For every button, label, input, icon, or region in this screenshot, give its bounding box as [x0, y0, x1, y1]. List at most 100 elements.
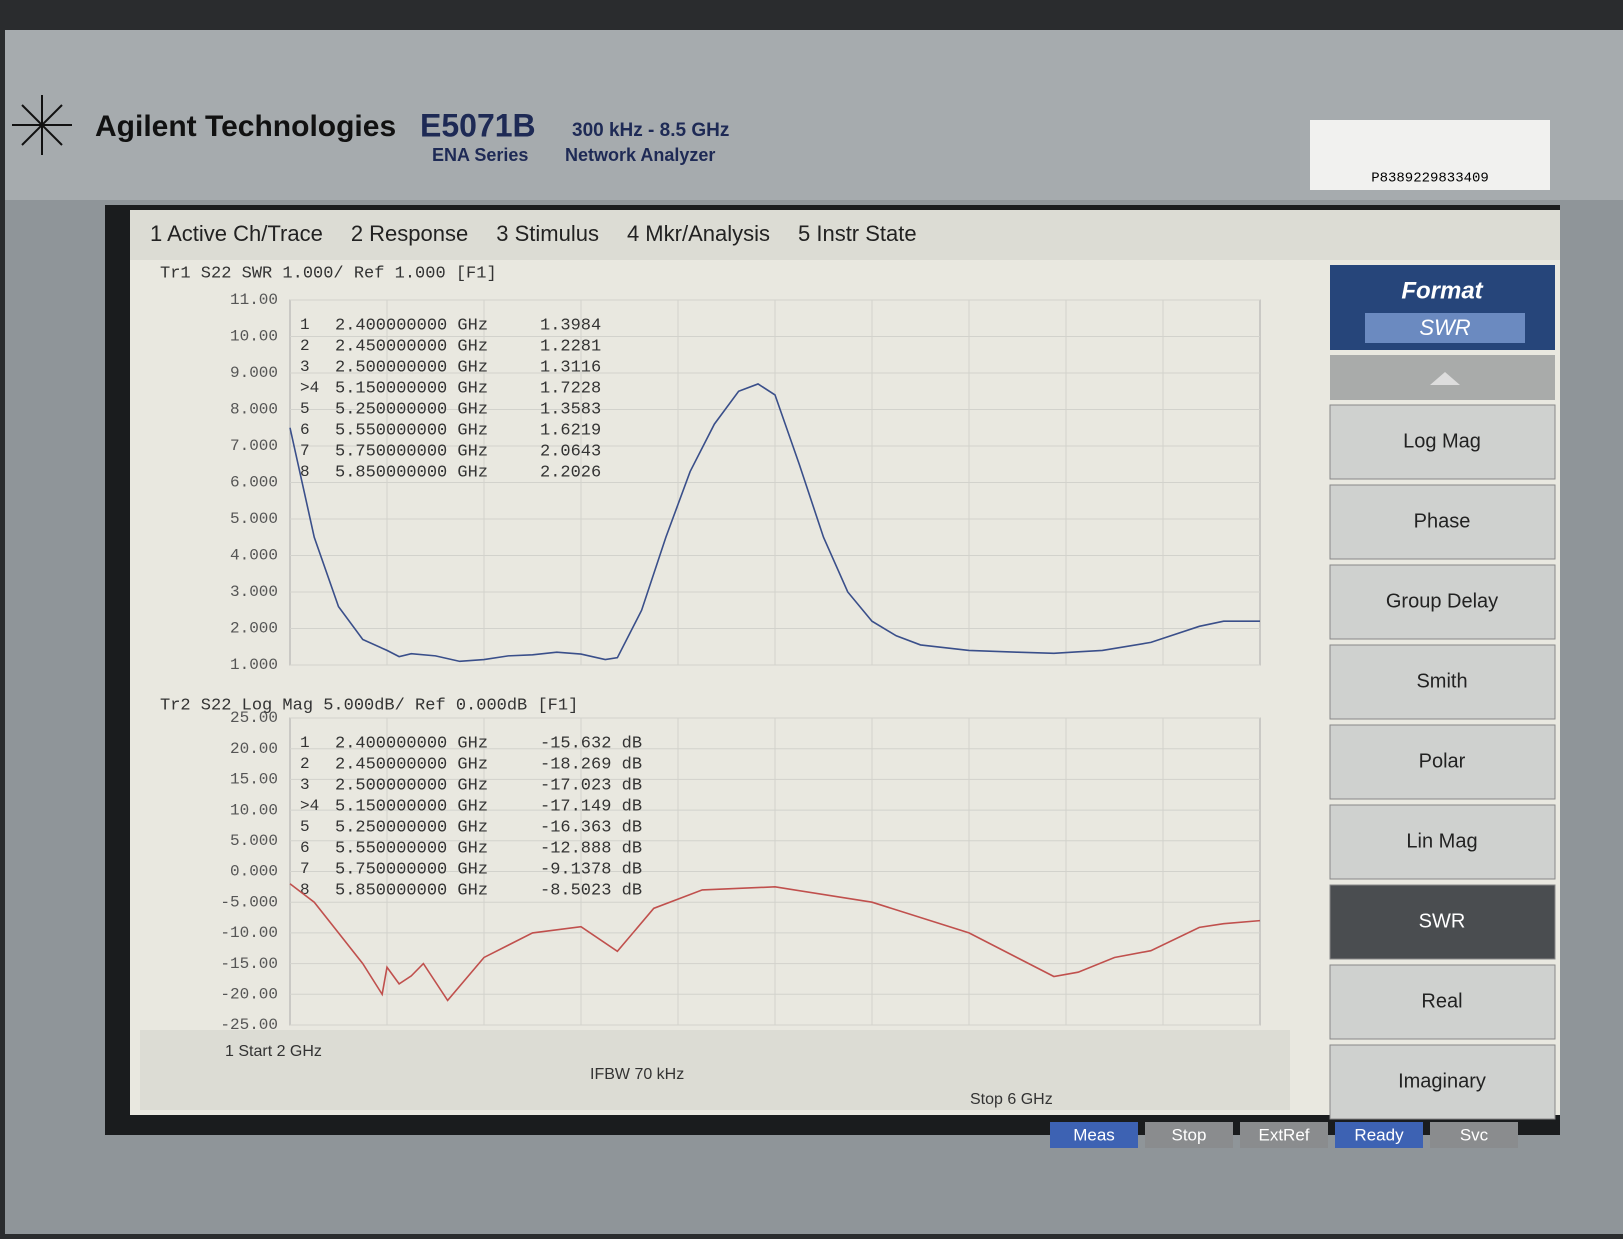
marker-freq: 5.250000000 GHz: [335, 400, 488, 419]
product: Network Analyzer: [565, 145, 715, 165]
y-tick-label: 6.000: [230, 474, 278, 492]
marker-freq: 2.450000000 GHz: [335, 755, 488, 774]
marker-id: 1: [300, 734, 310, 752]
marker-value: 1.2281: [540, 337, 601, 356]
marker-freq: 2.400000000 GHz: [335, 734, 488, 753]
marker-id: 3: [300, 776, 310, 794]
marker-id: 3: [300, 358, 310, 376]
marker-id: 8: [300, 881, 310, 899]
softkey-label: Lin Mag: [1406, 830, 1477, 852]
y-tick-label: 10.00: [230, 328, 278, 346]
marker-value: -16.363 dB: [540, 818, 642, 837]
marker-id: 7: [300, 860, 310, 878]
y-tick-label: -10.00: [220, 924, 278, 942]
marker-value: -17.023 dB: [540, 776, 642, 795]
softkey-label: Group Delay: [1386, 590, 1498, 612]
marker-freq: 2.450000000 GHz: [335, 337, 488, 356]
softkey-label: Smith: [1416, 670, 1467, 692]
marker-id: 5: [300, 818, 310, 836]
marker-id: 2: [300, 755, 310, 773]
softkey-label: Real: [1421, 990, 1462, 1012]
y-tick-label: 5.000: [230, 510, 278, 528]
marker-freq: 5.150000000 GHz: [335, 379, 488, 398]
y-tick-label: 8.000: [230, 401, 278, 419]
y-tick-label: 4.000: [230, 547, 278, 565]
marker-value: -17.149 dB: [540, 797, 642, 816]
softkey-label: Log Mag: [1403, 430, 1481, 452]
marker-id: 1: [300, 316, 310, 334]
marker-value: -9.1378 dB: [540, 860, 642, 879]
model: E5071B: [420, 107, 536, 143]
marker-value: 1.3583: [540, 400, 601, 419]
marker-value: -8.5023 dB: [540, 881, 642, 900]
analyzer: Agilent Technologies E5071B 300 kHz - 8.…: [0, 0, 1623, 1234]
marker-id: 5: [300, 400, 310, 418]
marker-freq: 2.500000000 GHz: [335, 358, 488, 377]
marker-id: >4: [300, 379, 319, 397]
marker-freq: 5.550000000 GHz: [335, 839, 488, 858]
softkey-label: Polar: [1419, 750, 1466, 772]
y-tick-label: 7.000: [230, 437, 278, 455]
y-tick-label: 10.00: [230, 801, 278, 819]
y-tick-label: 15.00: [230, 771, 278, 789]
softkey-label: Phase: [1414, 510, 1471, 532]
y-tick-label: -20.00: [220, 986, 278, 1004]
marker-id: 6: [300, 839, 310, 857]
marker-value: 2.2026: [540, 463, 601, 482]
marker-freq: 2.500000000 GHz: [335, 776, 488, 795]
menu-item[interactable]: 1 Active Ch/Trace: [150, 221, 323, 246]
marker-id: 6: [300, 421, 310, 439]
marker-id: 7: [300, 442, 310, 460]
range: 300 kHz - 8.5 GHz: [572, 120, 729, 141]
serial: P8389229833409: [1371, 171, 1489, 187]
y-tick-label: 5.000: [230, 832, 278, 850]
y-tick-label: 20.00: [230, 740, 278, 758]
marker-value: 1.6219: [540, 421, 601, 440]
softkey-title: Format: [1401, 277, 1483, 304]
y-tick-label: 0.000: [230, 863, 278, 881]
trace-title: Tr2 S22 Log Mag 5.000dB/ Ref 0.000dB [F1…: [160, 696, 578, 715]
series: ENA Series: [432, 145, 528, 165]
marker-freq: 5.750000000 GHz: [335, 860, 488, 879]
y-tick-label: 9.000: [230, 364, 278, 382]
marker-freq: 5.850000000 GHz: [335, 881, 488, 900]
marker-value: 2.0643: [540, 442, 601, 461]
status-text: Ready: [1354, 1125, 1404, 1144]
page: Agilent Technologies E5071B 300 kHz - 8.…: [0, 0, 1623, 1234]
marker-freq: 5.750000000 GHz: [335, 442, 488, 461]
marker-value: -15.632 dB: [540, 734, 642, 753]
menu-item[interactable]: 3 Stimulus: [496, 221, 599, 246]
menu-item[interactable]: 2 Response: [351, 221, 468, 246]
brand: Agilent Technologies: [95, 110, 396, 143]
marker-value: -12.888 dB: [540, 839, 642, 858]
marker-value: 1.3984: [540, 316, 601, 335]
marker-value: 1.3116: [540, 358, 601, 377]
trace-title: Tr1 S22 SWR 1.000/ Ref 1.000 [F1]: [160, 264, 497, 283]
marker-value: -18.269 dB: [540, 755, 642, 774]
y-tick-label: -25.00: [220, 1016, 278, 1034]
status-text: ExtRef: [1258, 1125, 1309, 1144]
y-tick-label: 1.000: [230, 656, 278, 674]
marker-value: 1.7228: [540, 379, 601, 398]
y-tick-label: 25.00: [230, 709, 278, 727]
status-text: Meas: [1073, 1125, 1115, 1144]
y-tick-label: 11.00: [230, 291, 278, 309]
y-tick-label: 3.000: [230, 583, 278, 601]
softkey-label: Imaginary: [1398, 1070, 1486, 1092]
marker-id: >4: [300, 797, 319, 815]
start-label: 1 Start 2 GHz: [225, 1043, 322, 1060]
marker-freq: 5.850000000 GHz: [335, 463, 488, 482]
y-tick-label: -15.00: [220, 955, 278, 973]
status-text: Stop: [1172, 1125, 1207, 1144]
stop-label: Stop 6 GHz: [970, 1091, 1053, 1108]
menu-item[interactable]: 4 Mkr/Analysis: [627, 221, 770, 246]
ifbw-label: IFBW 70 kHz: [590, 1066, 684, 1083]
marker-freq: 5.550000000 GHz: [335, 421, 488, 440]
marker-freq: 2.400000000 GHz: [335, 316, 488, 335]
softkey-current: SWR: [1419, 315, 1470, 340]
menu-item[interactable]: 5 Instr State: [798, 221, 917, 246]
y-tick-label: -5.000: [220, 893, 278, 911]
y-tick-label: 2.000: [230, 620, 278, 638]
marker-freq: 5.250000000 GHz: [335, 818, 488, 837]
footer-bar: [140, 1030, 1290, 1110]
